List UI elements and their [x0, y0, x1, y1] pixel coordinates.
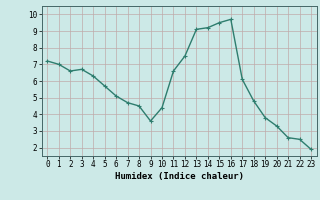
X-axis label: Humidex (Indice chaleur): Humidex (Indice chaleur)	[115, 172, 244, 181]
